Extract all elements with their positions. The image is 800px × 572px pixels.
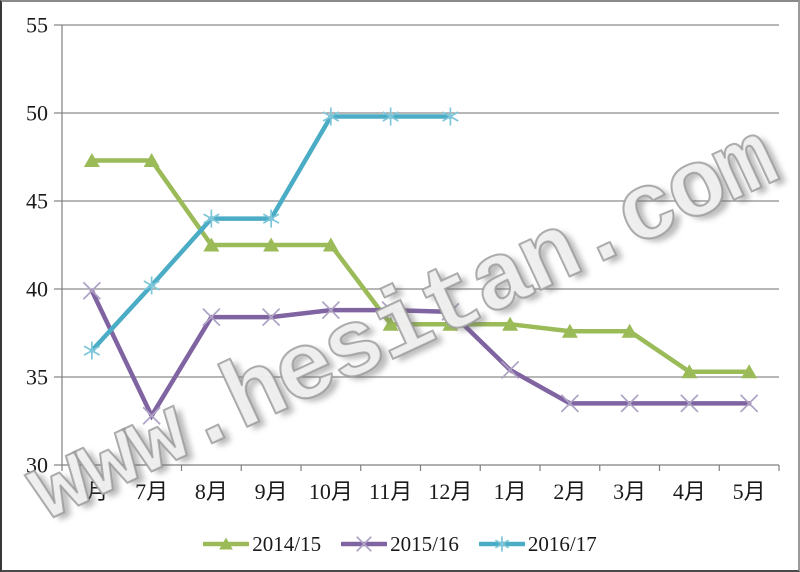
x-axis-label: 9月 — [255, 479, 288, 504]
x-axis-label: 12月 — [428, 479, 472, 504]
x-marker-icon — [560, 394, 579, 413]
asterisk-marker-icon — [442, 111, 459, 122]
x-marker-icon — [262, 308, 281, 327]
x-marker-icon — [381, 301, 400, 320]
chart-legend: 2014/15 2015/16 2016/17 — [2, 524, 798, 564]
y-axis-label: 50 — [26, 101, 48, 126]
x-marker-icon — [441, 302, 460, 321]
x-marker-icon — [620, 394, 639, 413]
triangle-marker-icon — [322, 237, 339, 252]
triangle-marker-icon — [143, 153, 160, 168]
triangle-marker-icon — [83, 153, 100, 168]
series-line-2015-16 — [89, 288, 752, 421]
x-marker-icon — [321, 301, 340, 320]
x-marker-icon — [356, 536, 372, 552]
x-marker-icon — [501, 360, 520, 380]
y-axis-label: 55 — [26, 13, 48, 38]
legend-item-2014-15: 2014/15 — [203, 531, 322, 556]
y-axis-label: 35 — [26, 365, 48, 390]
x-axis-label: 1月 — [494, 479, 527, 504]
legend-label-2016-17: 2016/17 — [527, 531, 597, 556]
asterisk-marker-icon — [262, 213, 280, 224]
legend-item-2015-16: 2015/16 — [341, 531, 459, 556]
legend-sample-triangle-icon — [203, 537, 250, 550]
asterisk-marker-icon — [83, 345, 101, 356]
x-axis-label: 4月 — [673, 479, 706, 504]
x-axis-label: 11月 — [369, 479, 412, 504]
asterisk-marker-icon — [322, 111, 340, 122]
x-marker-icon — [82, 281, 101, 300]
y-axis-label: 40 — [26, 277, 48, 302]
triangle-marker-icon — [681, 364, 698, 379]
triangle-marker-icon — [741, 364, 758, 379]
x-axis-label: 2月 — [553, 479, 586, 504]
triangle-marker-icon — [502, 316, 519, 331]
line-chart-plot: 30 35 40 45 50 55 6月 7月 8月 9月 10月 11月 12月 1月 2月 3月 4月 5月 — [26, 13, 780, 504]
legend-label-2015-16: 2015/16 — [390, 531, 459, 556]
triangle-marker-icon — [442, 316, 459, 331]
triangle-marker-icon — [203, 237, 220, 252]
x-axis-label: 6月 — [75, 479, 108, 504]
triangle-marker-icon — [382, 316, 399, 331]
x-marker-icon — [680, 394, 699, 413]
legend-sample-x-icon — [341, 536, 388, 552]
legend-label-2014-15: 2014/15 — [252, 531, 322, 556]
asterisk-marker-icon — [494, 539, 509, 549]
asterisk-marker-icon — [382, 111, 399, 122]
x-marker-icon — [202, 308, 221, 327]
triangle-marker-icon — [263, 237, 280, 252]
triangle-marker-icon — [561, 323, 578, 338]
y-axis-label: 30 — [26, 453, 48, 478]
x-axis-label: 5月 — [733, 479, 766, 504]
legend-item-2016-17: 2016/17 — [478, 531, 597, 556]
x-axis-label: 10月 — [309, 479, 353, 504]
x-axis-label: 7月 — [135, 479, 168, 504]
triangle-marker-icon — [621, 323, 638, 338]
x-marker-icon — [740, 394, 759, 413]
asterisk-marker-icon — [143, 280, 160, 291]
x-axis-label: 8月 — [195, 479, 228, 504]
x-axis-label: 3月 — [613, 479, 646, 504]
series-line-2014-15 — [89, 158, 752, 374]
y-axis-label: 45 — [26, 189, 48, 214]
triangle-marker-icon — [219, 537, 234, 550]
asterisk-marker-icon — [203, 213, 220, 224]
legend-sample-asterisk-icon — [478, 536, 525, 552]
x-marker-icon — [142, 406, 161, 425]
